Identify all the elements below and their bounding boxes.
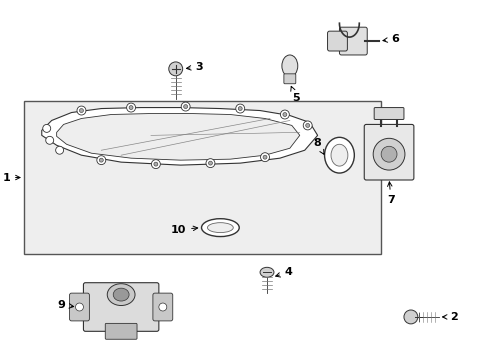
Circle shape — [46, 136, 54, 144]
FancyBboxPatch shape — [340, 27, 367, 55]
FancyBboxPatch shape — [364, 125, 414, 180]
Text: 2: 2 — [442, 312, 458, 322]
Text: 4: 4 — [276, 267, 293, 277]
Circle shape — [159, 303, 167, 311]
Circle shape — [126, 103, 136, 112]
Circle shape — [236, 104, 245, 113]
FancyBboxPatch shape — [105, 323, 137, 339]
Circle shape — [206, 159, 215, 168]
Polygon shape — [57, 113, 300, 160]
Circle shape — [129, 105, 133, 109]
FancyBboxPatch shape — [374, 108, 404, 120]
Ellipse shape — [282, 55, 298, 77]
Polygon shape — [42, 108, 318, 165]
Ellipse shape — [324, 137, 354, 173]
Circle shape — [238, 107, 242, 111]
Ellipse shape — [107, 284, 135, 306]
Ellipse shape — [260, 267, 274, 277]
Circle shape — [154, 162, 158, 166]
Circle shape — [151, 159, 160, 168]
FancyBboxPatch shape — [284, 74, 296, 84]
Circle shape — [79, 109, 83, 113]
Circle shape — [306, 123, 310, 127]
Circle shape — [381, 146, 397, 162]
Ellipse shape — [331, 144, 348, 166]
Circle shape — [261, 153, 270, 162]
FancyBboxPatch shape — [70, 293, 89, 321]
Text: 7: 7 — [387, 182, 395, 205]
Circle shape — [208, 161, 213, 165]
FancyBboxPatch shape — [83, 283, 159, 331]
Bar — [24, 100, 381, 255]
FancyBboxPatch shape — [327, 31, 347, 51]
Circle shape — [181, 102, 190, 111]
Text: 9: 9 — [58, 300, 74, 310]
Ellipse shape — [201, 219, 239, 237]
Circle shape — [97, 156, 106, 165]
Circle shape — [404, 310, 418, 324]
Text: 10: 10 — [171, 225, 197, 235]
Text: 3: 3 — [187, 62, 203, 72]
Circle shape — [43, 125, 50, 132]
Circle shape — [169, 62, 183, 76]
Circle shape — [373, 138, 405, 170]
FancyBboxPatch shape — [153, 293, 173, 321]
Circle shape — [56, 146, 64, 154]
Text: 1: 1 — [2, 172, 20, 183]
Circle shape — [303, 121, 312, 130]
Circle shape — [283, 113, 287, 117]
Text: 5: 5 — [291, 86, 299, 103]
Circle shape — [77, 106, 86, 115]
Ellipse shape — [207, 223, 233, 233]
Circle shape — [184, 105, 188, 109]
Circle shape — [75, 303, 83, 311]
Circle shape — [280, 110, 289, 119]
Circle shape — [263, 155, 267, 159]
Ellipse shape — [113, 288, 129, 301]
Text: 8: 8 — [314, 138, 324, 154]
Circle shape — [99, 158, 103, 162]
Text: 6: 6 — [383, 34, 399, 44]
